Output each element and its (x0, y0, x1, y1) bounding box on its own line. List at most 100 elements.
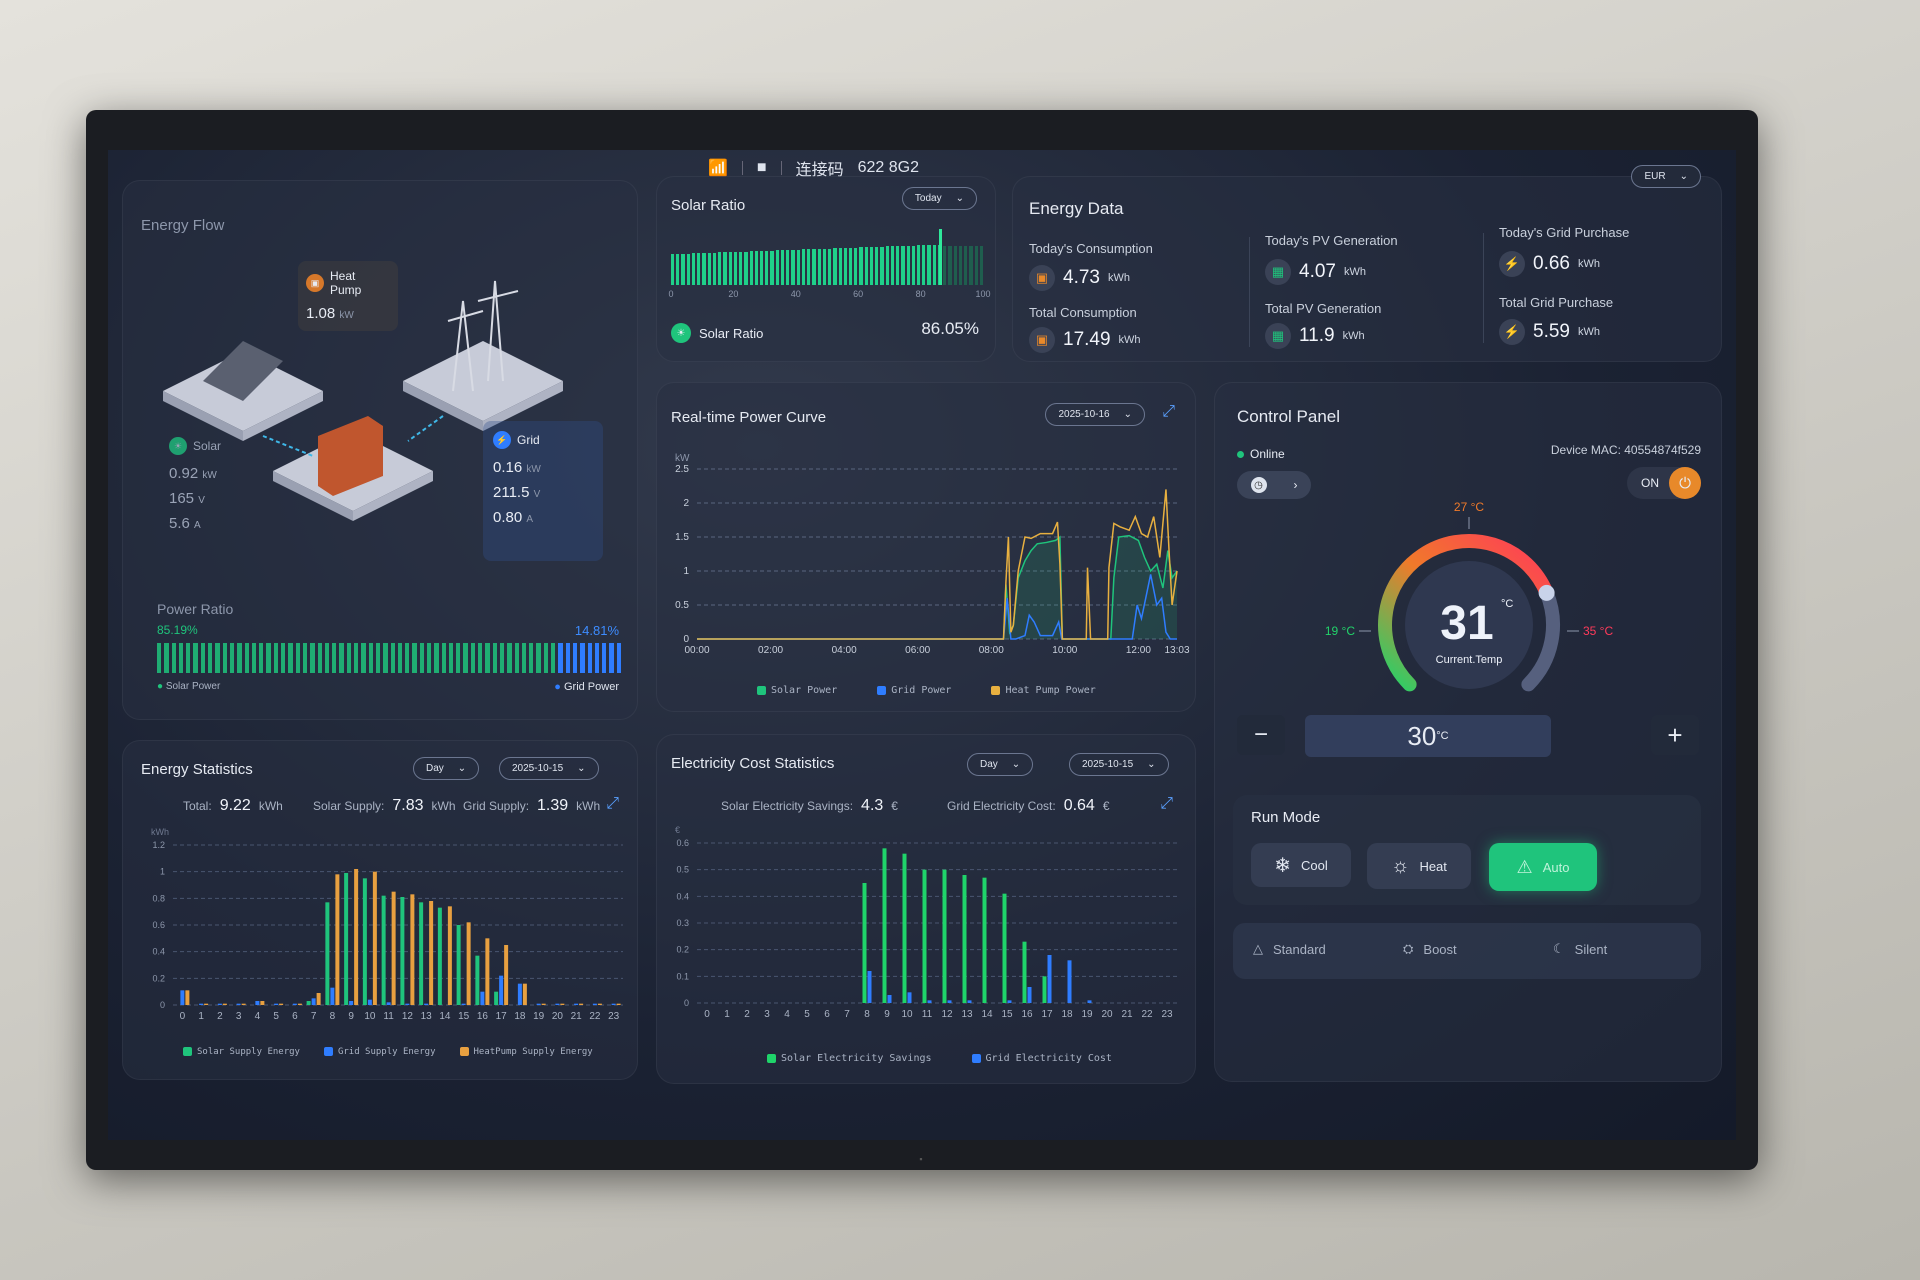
todays-grid: ⚡ 0.66 kWh (1499, 251, 1600, 277)
solar-ratio-period-select[interactable]: Today ⌄ (901, 187, 977, 210)
decrease-temp-button[interactable]: − (1237, 715, 1285, 755)
x-tick-label: 15 (458, 1011, 470, 1022)
x-tick-label: 6 (292, 1011, 298, 1022)
chevron-right-icon: › (1293, 478, 1298, 492)
solar-ratio-filled-segment (890, 246, 895, 285)
power-curve-date-select[interactable]: 2025-10-16 ⌄ (1045, 403, 1145, 426)
grid-electricity-cost-bar (1047, 955, 1052, 1003)
selected-value: EUR (1644, 171, 1666, 182)
y-tick-label: 0 (684, 998, 689, 1008)
heatpump-supply-energy-bar (241, 1003, 246, 1005)
heatpump-supply-energy-bar (316, 993, 321, 1005)
power-ratio-solar-segment (383, 643, 388, 673)
power-ratio-solar-segment (186, 643, 191, 673)
heatpump-supply-energy-bar (447, 906, 452, 1005)
mode-standard-button[interactable]: △ Standard (1253, 941, 1326, 957)
x-tick-label: 13:03 (1164, 645, 1189, 656)
x-tick-label: 22 (1141, 1009, 1153, 1020)
mode-silent-button[interactable]: ☾ Silent (1553, 941, 1608, 957)
y-tick-label: 1.5 (675, 532, 689, 543)
mode-heat-button[interactable]: ☼ Heat (1367, 843, 1471, 889)
divider (1483, 233, 1484, 343)
energy-stats-period-select[interactable]: Day ⌄ (413, 757, 480, 780)
energy-stats-total: Total: 9.22 kWh (183, 797, 283, 814)
power-ratio-solar-segment (536, 643, 541, 673)
x-tick-label: 18 (514, 1011, 526, 1022)
expand-icon[interactable]: ⤢ (606, 795, 619, 812)
power-ratio-grid-percent: 14.81% (574, 623, 619, 638)
cost-stats-chart: €00.10.20.30.40.50.60 1 2 3 4 5 6 7 8 9 10 11 12 13 14… (675, 825, 1177, 1020)
x-tick-label: 8 (330, 1011, 336, 1022)
y-axis-unit: kW (675, 453, 690, 464)
solar-ratio-filled-segment (932, 244, 936, 285)
power-ratio-solar-segment (178, 643, 184, 673)
power-ratio-solar-segment (426, 643, 432, 673)
solar-ratio-filled-segment (759, 250, 764, 285)
x-tick-label: 9 (884, 1009, 890, 1020)
solar-flow-line (262, 435, 314, 457)
solar-label: Solar (193, 439, 222, 453)
heatpump-supply-energy-bar (616, 1003, 621, 1005)
heatpump-supply-energy-bar (560, 1003, 565, 1005)
solar-ratio-empty-segment (958, 245, 963, 285)
heatpump-supply-energy-bar (391, 891, 396, 1005)
solar-supply-energy-bar (344, 873, 349, 1005)
power-ratio-solar-segment (171, 643, 176, 673)
schedule-button[interactable]: ◷ › (1237, 471, 1311, 499)
expand-icon[interactable]: ⤢ (1162, 403, 1175, 420)
solar-ratio-empty-segment (943, 245, 947, 285)
selected-value: 2025-10-16 (1058, 409, 1110, 420)
grid-current: 0.80 (493, 509, 523, 526)
gauge-knob[interactable] (1538, 584, 1555, 601)
grid-electricity-cost-bar (1067, 960, 1072, 1003)
total-consumption-label: Total Consumption (1029, 305, 1137, 320)
solar-ratio-filled-segment (681, 253, 685, 285)
chevron-down-icon: ⌄ (1123, 409, 1132, 420)
solar-ratio-filled-segment (791, 249, 795, 285)
solar-ratio-filled-segment (707, 252, 711, 285)
total-grid: ⚡ 5.59 kWh (1499, 319, 1600, 345)
x-tick-label: 13 (961, 1009, 973, 1020)
power-ratio-solar-segment (354, 643, 359, 673)
solar-ratio-value: 86.05% (921, 319, 979, 338)
power-ratio-solar-percent: 85.19% (157, 623, 198, 637)
y-tick-label: 1 (683, 566, 689, 577)
solar-ratio-filled-segment (833, 248, 837, 285)
cost-stats-period-select[interactable]: Day ⌄ (967, 753, 1034, 776)
grid-flow-line (407, 415, 444, 442)
x-tick-label: 3 (764, 1009, 770, 1020)
grid-supply-energy-bar (611, 1003, 616, 1005)
heat-pump-illustration (273, 416, 433, 521)
expand-icon[interactable]: ⤢ (1160, 795, 1173, 812)
mode-cool-button[interactable]: ❄ Cool (1251, 843, 1351, 887)
currency-select[interactable]: EUR ⌄ (1631, 165, 1701, 188)
power-ratio-solar-segment (405, 643, 410, 673)
total-pv: ▦ 11.9 kWh (1265, 323, 1365, 349)
x-tick-label: 20 (1101, 1009, 1113, 1020)
power-ratio-solar-segment (456, 643, 461, 673)
solar-ratio-filled-segment (812, 249, 816, 285)
solar-supply-energy-bar (437, 907, 442, 1005)
cost-stats-date-select[interactable]: 2025-10-15 ⌄ (1069, 753, 1169, 776)
standard-icon: △ (1253, 941, 1263, 956)
power-ratio-solar-segment (499, 643, 505, 673)
mode-auto-button[interactable]: ⚠ Auto (1489, 843, 1597, 891)
mode-boost-button[interactable]: ⛭ Boost (1403, 941, 1457, 957)
power-ratio-solar-segment (310, 643, 315, 673)
y-tick-label: 0.8 (152, 893, 165, 903)
grid-tower-illustration (403, 280, 563, 431)
legend-item: Grid Electricity Cost (971, 1053, 1112, 1064)
solar-supply-energy-bar (306, 1001, 311, 1005)
x-tick-label: 20 (552, 1011, 564, 1022)
power-ratio-solar-segment (302, 643, 308, 673)
solar-supply-energy-bar (381, 895, 386, 1005)
x-tick-label: 23 (608, 1011, 620, 1022)
current-temp-value: 31 (1440, 597, 1493, 650)
power-toggle[interactable]: ON ⏻ (1627, 467, 1701, 499)
increase-temp-button[interactable]: + (1651, 715, 1699, 755)
x-tick-label: 02:00 (758, 645, 783, 656)
grid-electricity-cost-bar (1007, 1000, 1012, 1003)
temperature-gauge[interactable]: 27 °C 19 °C 35 °C 31 °C Current.Temp (1215, 495, 1723, 735)
energy-stats-date-select[interactable]: 2025-10-15 ⌄ (499, 757, 599, 780)
